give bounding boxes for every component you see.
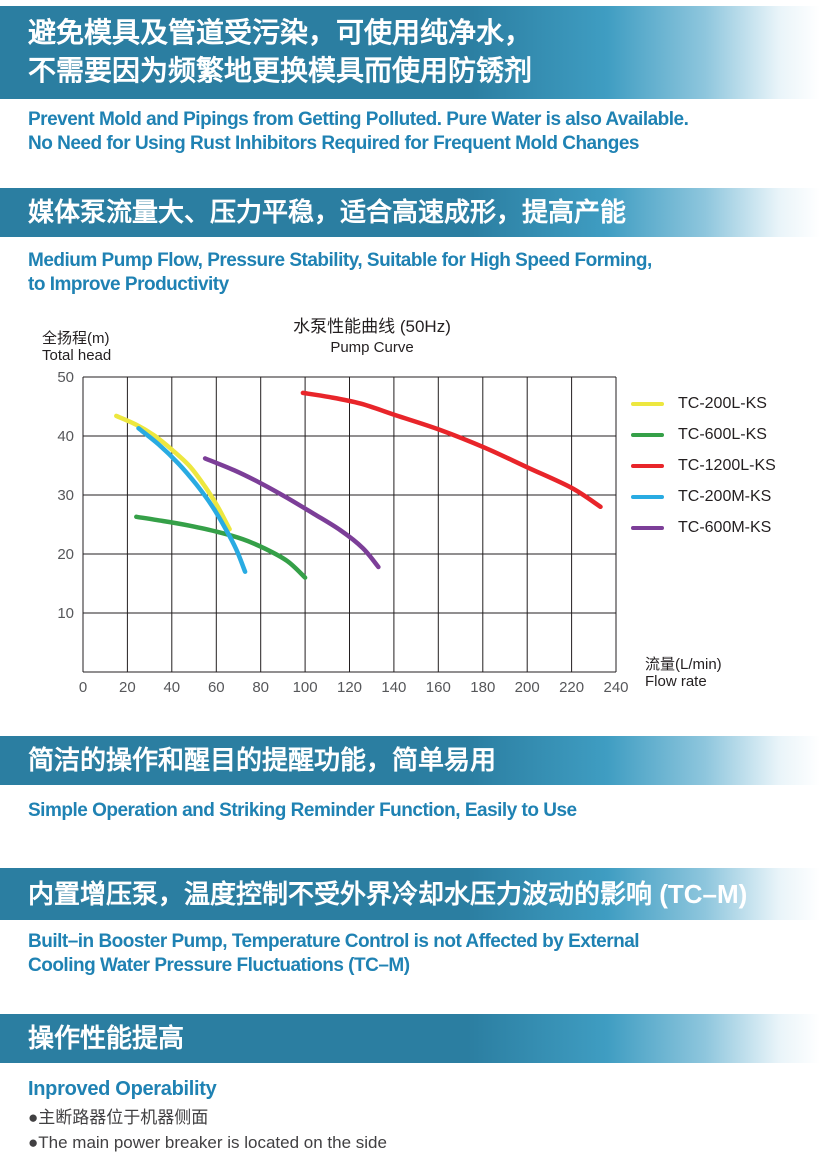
svg-text:200: 200	[515, 679, 540, 696]
svg-text:20: 20	[57, 546, 74, 563]
svg-text:120: 120	[337, 679, 362, 696]
heading-pure-water-en-line1: Prevent Mold and Pipings from Getting Po…	[28, 109, 689, 130]
svg-text:240: 240	[603, 679, 628, 696]
svg-text:40: 40	[57, 428, 74, 445]
y-axis-label: 全扬程(m) Total head	[42, 330, 111, 364]
banner-simple-operation-text: 简洁的操作和醒目的提醒功能，简单易用	[28, 745, 497, 775]
heading-booster-pump-en: Built–in Booster Pump, Temperature Contr…	[28, 930, 640, 978]
legend-item: TC-200M-KS	[631, 481, 776, 512]
x-axis-label-zh: 流量(L/min)	[645, 656, 722, 673]
series-TC-200M-KS	[136, 426, 248, 574]
chart-title-en: Pump Curve	[330, 339, 414, 356]
svg-text:140: 140	[381, 679, 406, 696]
x-tick-labels: 0 20 40 60 80 100 120 140 160 180 200 220 240	[79, 679, 629, 696]
pump-curve-plot: 0 20 40 60 80 100 120 140 160 180 200 220 240 10 20 30 4…	[0, 310, 820, 710]
banner-booster-pump-text: 内置增压泵，温度控制不受外界冷却水压力波动的影响 (TC–M)	[28, 879, 748, 909]
legend-label: TC-600L-KS	[678, 425, 767, 443]
banner-pump-flow-text: 媒体泵流量大、压力平稳，适合高速成形，提高产能	[28, 197, 627, 227]
y-axis-label-en: Total head	[42, 347, 112, 364]
chart-title-zh: 水泵性能曲线 (50Hz)	[293, 317, 451, 336]
legend-swatch	[631, 401, 664, 406]
pump-curve-chart: 水泵性能曲线 (50Hz) Pump Curve 全扬程(m) Total he…	[0, 310, 820, 710]
y-tick-labels: 10 20 30 40 50	[57, 369, 74, 622]
svg-text:160: 160	[426, 679, 451, 696]
x-axis-label-en: Flow rate	[645, 673, 707, 690]
legend-item: TC-1200L-KS	[631, 450, 776, 481]
legend-swatch	[631, 432, 664, 437]
chart-grid	[82, 376, 617, 673]
svg-text:20: 20	[119, 679, 136, 696]
svg-text:220: 220	[559, 679, 584, 696]
banner-operability: 操作性能提高	[0, 1014, 820, 1063]
heading-pure-water-en-line2: No Need for Using Rust Inhibitors Requir…	[28, 133, 639, 154]
legend-item: TC-200L-KS	[631, 388, 776, 419]
svg-text:30: 30	[57, 487, 74, 504]
heading-simple-operation-en: Simple Operation and Striking Reminder F…	[28, 799, 577, 823]
legend-label: TC-1200L-KS	[678, 456, 776, 474]
legend-item: TC-600M-KS	[631, 512, 776, 543]
pump-curve-svg: 0 20 40 60 80 100 120 140 160 180 200 220 240 10 20 30 4…	[57, 369, 629, 696]
svg-text:40: 40	[163, 679, 180, 696]
bullet-main-breaker-zh: ●主断路器位于机器侧面	[28, 1108, 209, 1127]
svg-text:10: 10	[57, 605, 74, 622]
legend-swatch	[631, 525, 664, 530]
banner-pure-water-line2: 不需要因为频繁地更换模具而使用防锈剂	[28, 55, 533, 86]
y-axis-label-zh: 全扬程(m)	[42, 330, 110, 347]
banner-pure-water-line1: 避免模具及管道受污染，可使用纯净水，	[28, 17, 533, 48]
legend-item: TC-600L-KS	[631, 419, 776, 450]
svg-text:60: 60	[208, 679, 225, 696]
series-TC-1200L-KS	[300, 390, 603, 510]
legend-swatch	[631, 463, 664, 468]
heading-operability-en: Inproved Operability	[28, 1078, 217, 1100]
legend-swatch	[631, 494, 664, 499]
legend-label: TC-200L-KS	[678, 394, 767, 412]
series-TC-600M-KS	[202, 456, 381, 570]
svg-text:80: 80	[252, 679, 269, 696]
heading-pump-flow-en: Medium Pump Flow, Pressure Stability, Su…	[28, 249, 652, 297]
heading-simple-operation-en-line1: Simple Operation and Striking Reminder F…	[28, 800, 577, 821]
heading-pump-flow-en-line1: Medium Pump Flow, Pressure Stability, Su…	[28, 250, 652, 271]
svg-text:100: 100	[293, 679, 318, 696]
heading-booster-pump-en-line2: Cooling Water Pressure Fluctuations (TC–…	[28, 955, 410, 976]
chart-legend: TC-200L-KS TC-600L-KS TC-1200L-KS TC-200M-K…	[631, 388, 776, 543]
banner-pure-water: 避免模具及管道受污染，可使用纯净水， 不需要因为频繁地更换模具而使用防锈剂	[0, 6, 820, 99]
heading-booster-pump-en-line1: Built–in Booster Pump, Temperature Contr…	[28, 931, 640, 952]
svg-text:0: 0	[79, 679, 87, 696]
banner-pump-flow: 媒体泵流量大、压力平稳，适合高速成形，提高产能	[0, 188, 820, 237]
x-axis-label: 流量(L/min) Flow rate	[645, 656, 722, 690]
heading-pump-flow-en-line2: to Improve Productivity	[28, 274, 229, 295]
series-TC-200L-KS	[114, 413, 232, 532]
bullet-main-breaker-en: ●The main power breaker is located on th…	[28, 1133, 387, 1152]
legend-label: TC-600M-KS	[678, 518, 772, 536]
banner-operability-text: 操作性能提高	[28, 1023, 185, 1053]
svg-text:180: 180	[470, 679, 495, 696]
svg-text:50: 50	[57, 369, 74, 386]
banner-simple-operation: 简洁的操作和醒目的提醒功能，简单易用	[0, 736, 820, 785]
banner-booster-pump: 内置增压泵，温度控制不受外界冷却水压力波动的影响 (TC–M)	[0, 868, 820, 920]
heading-pure-water-en: Prevent Mold and Pipings from Getting Po…	[28, 108, 689, 156]
legend-label: TC-200M-KS	[678, 487, 772, 505]
series-TC-600L-KS	[134, 514, 308, 580]
